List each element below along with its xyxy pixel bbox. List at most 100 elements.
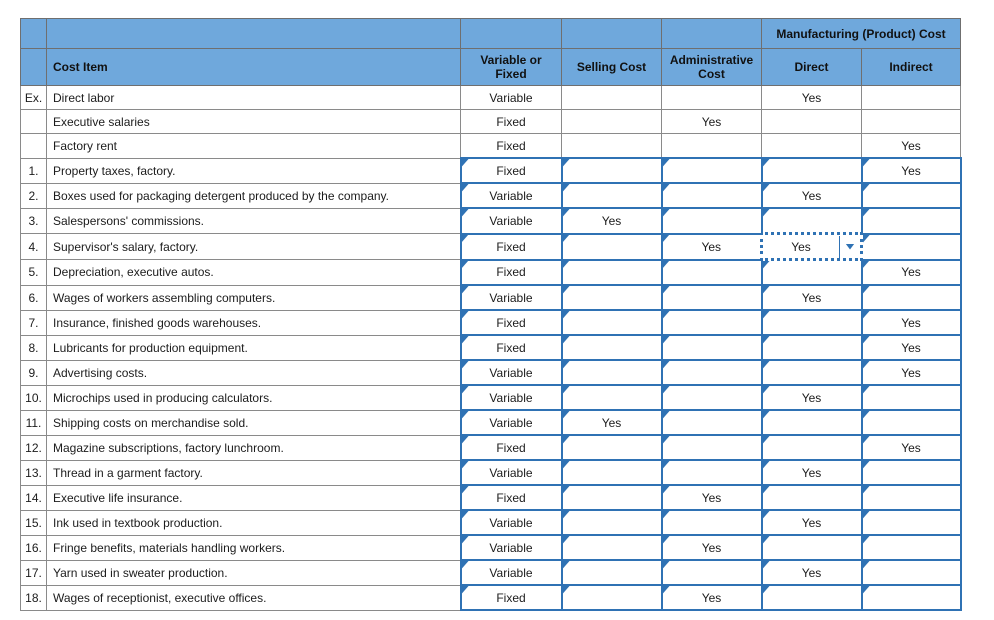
admin-cell[interactable]: Yes [660, 534, 763, 561]
admin-cell[interactable]: Yes [660, 484, 763, 511]
indirect-cell[interactable]: Yes [860, 334, 962, 361]
indirect-cell[interactable] [860, 459, 962, 486]
dropdown-indicator-icon [863, 462, 870, 469]
direct-cell[interactable] [760, 309, 863, 336]
admin-cell[interactable] [660, 359, 763, 386]
admin-cell[interactable] [660, 309, 763, 336]
admin-cell[interactable] [660, 207, 763, 235]
variable-or-fixed-cell[interactable]: Variable [459, 534, 563, 561]
indirect-cell[interactable] [860, 384, 962, 411]
direct-cell[interactable] [760, 334, 863, 361]
header-indirect: Indirect [860, 48, 962, 86]
selling-cell[interactable] [560, 459, 663, 486]
variable-or-fixed-cell[interactable]: Fixed [459, 258, 563, 286]
indirect-cell[interactable] [860, 207, 962, 235]
direct-cell[interactable]: Yes [760, 232, 863, 261]
selling-cell[interactable] [560, 509, 663, 536]
variable-or-fixed-cell[interactable]: Variable [459, 207, 563, 235]
indirect-cell[interactable]: Yes [860, 434, 962, 461]
direct-cell[interactable] [760, 534, 863, 561]
direct-cell[interactable] [760, 359, 863, 386]
indirect-cell[interactable] [860, 584, 962, 611]
selling-cell[interactable]: Yes [560, 207, 663, 235]
open-dropdown-cell[interactable]: Yes [765, 236, 859, 257]
direct-cell[interactable] [760, 409, 863, 436]
variable-or-fixed-cell[interactable]: Variable [459, 384, 563, 411]
selling-cell[interactable] [560, 157, 663, 184]
indirect-cell[interactable] [860, 534, 962, 561]
direct-cell[interactable]: Yes [760, 284, 863, 311]
admin-cell[interactable] [660, 334, 763, 361]
indirect-cell[interactable]: Yes [860, 157, 962, 184]
admin-cell[interactable]: Yes [660, 232, 763, 261]
variable-or-fixed-cell[interactable]: Variable [459, 509, 563, 536]
admin-cell[interactable]: Yes [660, 584, 763, 611]
variable-or-fixed-cell[interactable]: Fixed [459, 232, 563, 261]
indirect-cell[interactable] [860, 559, 962, 586]
variable-or-fixed-cell[interactable]: Variable [459, 182, 563, 209]
table-row: 9. Advertising costs. Variable Yes [20, 359, 962, 386]
selling-cell[interactable] [560, 258, 663, 286]
variable-or-fixed-cell[interactable]: Variable [459, 559, 563, 586]
variable-or-fixed-cell[interactable]: Variable [459, 409, 563, 436]
cell-value: Yes [701, 490, 722, 505]
variable-or-fixed-cell[interactable]: Variable [459, 284, 563, 311]
selling-cell[interactable] [560, 534, 663, 561]
indirect-cell[interactable]: Yes [860, 359, 962, 386]
indirect-cell[interactable] [860, 182, 962, 209]
indirect-cell[interactable]: Yes [860, 258, 962, 286]
admin-cell[interactable] [660, 384, 763, 411]
direct-cell[interactable] [760, 484, 863, 511]
direct-cell[interactable] [760, 584, 863, 611]
direct-cell[interactable]: Yes [760, 559, 863, 586]
dropdown-indicator-icon [763, 487, 770, 494]
variable-or-fixed-cell[interactable]: Fixed [459, 309, 563, 336]
selling-cell[interactable] [560, 559, 663, 586]
admin-cell[interactable] [660, 258, 763, 286]
selling-cell[interactable] [560, 584, 663, 611]
variable-or-fixed-cell[interactable]: Fixed [459, 584, 563, 611]
direct-cell[interactable]: Yes [760, 509, 863, 536]
admin-cell[interactable] [660, 559, 763, 586]
admin-cell[interactable] [660, 509, 763, 536]
admin-cell[interactable] [660, 459, 763, 486]
selling-cell[interactable] [560, 359, 663, 386]
selling-cell[interactable] [560, 334, 663, 361]
variable-or-fixed-cell[interactable]: Fixed [459, 157, 563, 184]
selling-cell[interactable] [560, 182, 663, 209]
direct-cell[interactable]: Yes [760, 459, 863, 486]
selling-cell[interactable] [560, 284, 663, 311]
direct-cell[interactable] [760, 207, 863, 235]
selling-cell[interactable] [560, 484, 663, 511]
direct-cell[interactable] [760, 157, 863, 184]
variable-or-fixed-cell[interactable]: Variable [459, 359, 563, 386]
direct-cell[interactable] [760, 434, 863, 461]
variable-or-fixed-cell[interactable]: Fixed [459, 484, 563, 511]
indirect-cell[interactable] [860, 409, 962, 436]
direct-cell[interactable]: Yes [760, 182, 863, 209]
variable-or-fixed-cell[interactable]: Variable [459, 459, 563, 486]
variable-or-fixed-cell[interactable]: Fixed [459, 334, 563, 361]
indirect-cell[interactable] [860, 232, 962, 261]
admin-cell[interactable] [660, 284, 763, 311]
selling-cell[interactable] [560, 309, 663, 336]
dropdown-indicator-icon [663, 312, 670, 319]
direct-cell[interactable] [760, 258, 863, 286]
direct-cell[interactable]: Yes [760, 384, 863, 411]
indirect-cell[interactable]: Yes [860, 309, 962, 336]
admin-cell[interactable] [660, 434, 763, 461]
indirect-cell[interactable] [860, 284, 962, 311]
selling-cell[interactable] [560, 434, 663, 461]
selling-cell[interactable] [560, 232, 663, 261]
dropdown-arrow-button[interactable] [839, 236, 859, 257]
admin-cell[interactable] [660, 409, 763, 436]
dropdown-indicator-icon [863, 487, 870, 494]
cell-value: Fixed [496, 340, 526, 355]
selling-cell[interactable]: Yes [560, 409, 663, 436]
indirect-cell[interactable] [860, 509, 962, 536]
selling-cell[interactable] [560, 384, 663, 411]
admin-cell[interactable] [660, 157, 763, 184]
variable-or-fixed-cell[interactable]: Fixed [459, 434, 563, 461]
admin-cell[interactable] [660, 182, 763, 209]
indirect-cell[interactable] [860, 484, 962, 511]
